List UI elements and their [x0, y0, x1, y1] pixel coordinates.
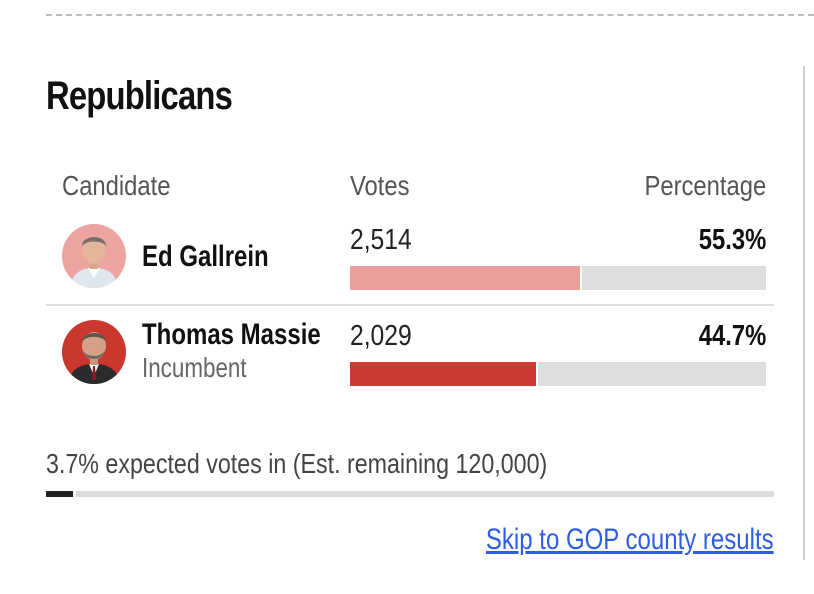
vote-share-bar [350, 362, 766, 386]
party-heading: Republicans [46, 74, 233, 118]
column-header-candidate: Candidate [62, 170, 171, 201]
vote-percentage: 55.3% [698, 224, 766, 256]
candidate-photo-icon [62, 320, 126, 384]
skip-to-county-results-link[interactable]: Skip to GOP county results [486, 523, 774, 556]
vote-share-bar [350, 266, 766, 290]
expected-votes-progress-fill [46, 491, 76, 497]
column-header-votes: Votes [350, 170, 410, 201]
vote-count: 2,514 [350, 224, 412, 256]
vote-share-bar-fill [350, 362, 538, 386]
expected-votes-progress [46, 491, 774, 497]
expected-votes-text: 3.7% expected votes in (Est. remaining 1… [46, 448, 548, 479]
column-header-percentage: Percentage [644, 170, 766, 201]
candidate-photo-icon [62, 224, 126, 288]
candidate-row: Thomas Massie Incumbent 2,029 44.7% [46, 306, 774, 396]
vote-share-bar-fill [350, 266, 583, 290]
incumbent-label: Incumbent [142, 352, 247, 383]
candidate-name: Ed Gallrein [142, 240, 269, 273]
candidate-name: Thomas Massie [142, 318, 321, 351]
vote-count: 2,029 [350, 320, 412, 352]
panel-right-border [803, 66, 805, 560]
vote-percentage: 44.7% [698, 320, 766, 352]
section-divider-dashed [46, 14, 814, 16]
candidate-row: Ed Gallrein 2,514 55.3% [46, 220, 774, 306]
